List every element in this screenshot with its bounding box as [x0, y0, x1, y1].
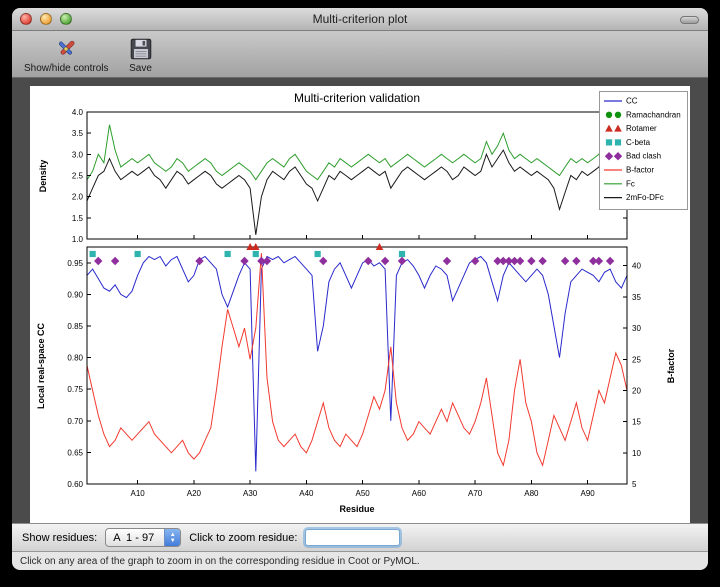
multi-criterion-plot[interactable]: Multi-criterion validation Density Local…	[30, 86, 690, 523]
svg-text:A20: A20	[187, 489, 202, 498]
svg-text:2mFo-DFc: 2mFo-DFc	[626, 193, 664, 202]
window-controls	[20, 13, 72, 25]
tools-icon	[53, 35, 79, 62]
svg-text:15: 15	[632, 418, 641, 427]
svg-text:40: 40	[632, 262, 641, 271]
svg-text:B-factor: B-factor	[626, 166, 654, 175]
save-icon	[129, 35, 153, 62]
toolbar-toggle-button[interactable]	[680, 16, 699, 24]
svg-text:Bad clash: Bad clash	[626, 152, 661, 161]
zoom-residue-label: Click to zoom residue:	[189, 531, 298, 544]
series-Fc	[86, 124, 628, 181]
svg-text:1.0: 1.0	[72, 235, 84, 244]
minimize-button[interactable]	[40, 13, 52, 25]
density-axis-label: Density	[38, 160, 48, 193]
toolbar: Show/hide controls Save	[12, 31, 708, 78]
svg-text:Ramachandran: Ramachandran	[626, 110, 681, 119]
close-button[interactable]	[20, 13, 32, 25]
svg-text:Rotamer: Rotamer	[626, 124, 657, 133]
plot-area: Multi-criterion validation Density Local…	[12, 78, 708, 523]
show-hide-controls-button[interactable]: Show/hide controls	[24, 35, 109, 74]
svg-text:30: 30	[632, 324, 641, 333]
svg-text:C-beta: C-beta	[626, 138, 651, 147]
svg-text:2.5: 2.5	[72, 172, 84, 181]
svg-text:A40: A40	[299, 489, 314, 498]
svg-text:4.0: 4.0	[72, 108, 84, 117]
svg-text:2.0: 2.0	[72, 193, 84, 202]
svg-text:25: 25	[632, 355, 641, 364]
chart-title: Multi-criterion validation	[294, 91, 420, 105]
save-label: Save	[129, 63, 152, 74]
svg-text:A90: A90	[581, 489, 596, 498]
series-2mFo-DFc	[86, 149, 628, 235]
svg-text:0.85: 0.85	[67, 322, 83, 331]
svg-text:Fc: Fc	[626, 179, 635, 188]
show-hide-controls-label: Show/hide controls	[24, 63, 109, 74]
cc-axis-label: Local real-space CC	[36, 322, 46, 409]
svg-text:0.60: 0.60	[67, 480, 83, 489]
bfactor-axis-label: B-factor	[666, 348, 676, 383]
svg-text:1.5: 1.5	[72, 214, 84, 223]
svg-text:5: 5	[632, 480, 637, 489]
axes: 1.0 1.5 2.0 2.5 3.0 3.5 4.0 0.60 0.65 0.70 0.75 0.8…	[67, 108, 641, 498]
window-title: Multi-criterion plot	[312, 12, 408, 26]
residue-range-select[interactable]: A 1 - 97 ▲ ▼	[105, 528, 182, 547]
svg-text:35: 35	[632, 293, 641, 302]
markers-bad-clash	[94, 256, 615, 266]
svg-text:10: 10	[632, 449, 641, 458]
status-text: Click on any area of the graph to zoom i…	[20, 555, 420, 567]
svg-text:3.0: 3.0	[72, 150, 84, 159]
residue-range-value: A 1 - 97	[113, 531, 155, 544]
svg-text:CC: CC	[626, 97, 638, 106]
figure: Multi-criterion validation Density Local…	[30, 86, 690, 523]
series-B-factor	[86, 253, 628, 467]
svg-text:A50: A50	[356, 489, 371, 498]
legend: CC Ramachandran Rotamer C-beta Bad clash B-fa…	[599, 91, 688, 210]
x-axis-label: Residue	[339, 504, 374, 514]
save-button[interactable]: Save	[129, 35, 153, 74]
svg-text:A60: A60	[412, 489, 427, 498]
svg-text:0.80: 0.80	[67, 354, 83, 363]
zoom-button[interactable]	[60, 13, 72, 25]
svg-text:0.90: 0.90	[67, 290, 83, 299]
markers-rotamer	[246, 243, 384, 250]
status-bar: Click on any area of the graph to zoom i…	[12, 551, 708, 570]
svg-text:A70: A70	[468, 489, 483, 498]
svg-text:3.5: 3.5	[72, 129, 84, 138]
svg-text:0.70: 0.70	[67, 417, 83, 426]
svg-text:A80: A80	[524, 489, 539, 498]
svg-text:0.65: 0.65	[67, 448, 83, 457]
zoom-residue-input[interactable]	[305, 529, 401, 546]
svg-text:A30: A30	[243, 489, 258, 498]
svg-text:20: 20	[632, 386, 641, 395]
svg-text:A10: A10	[131, 489, 146, 498]
controls-bar: Show residues: A 1 - 97 ▲ ▼ Click to zoom…	[12, 523, 708, 551]
show-residues-label: Show residues:	[22, 531, 98, 544]
svg-text:0.95: 0.95	[67, 259, 83, 268]
multi-criterion-plot-window: Multi-criterion plot Show/hide controls	[12, 8, 708, 570]
svg-text:0.75: 0.75	[67, 385, 83, 394]
plot-layers: 1.0 1.5 2.0 2.5 3.0 3.5 4.0 0.60 0.65 0.70 0.75 0.8…	[67, 91, 688, 498]
markers-c-beta	[89, 250, 406, 258]
titlebar[interactable]: Multi-criterion plot	[12, 8, 708, 31]
stepper-arrows-icon: ▲ ▼	[164, 529, 181, 546]
series-CC	[86, 255, 628, 472]
